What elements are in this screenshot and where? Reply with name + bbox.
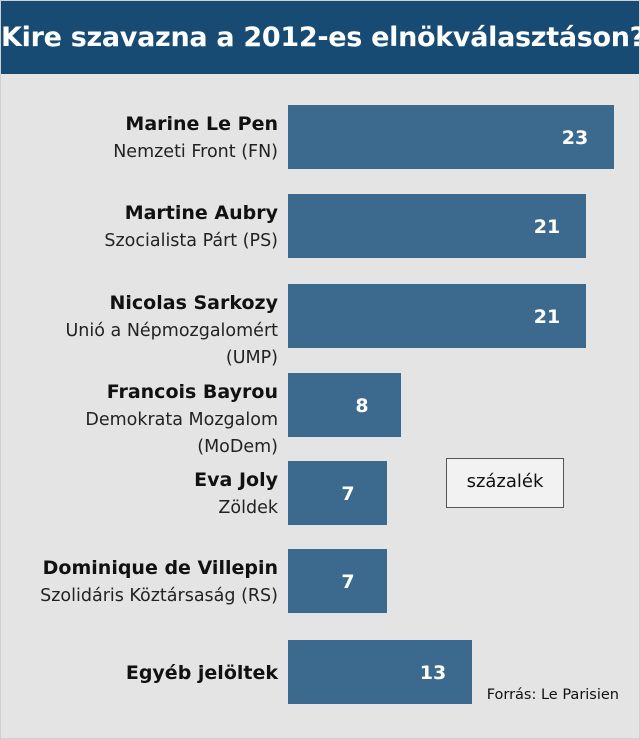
source-note: Forrás: Le Parisien xyxy=(486,687,619,703)
bar-0 xyxy=(288,105,614,169)
bar-value-label-2: 21 xyxy=(534,306,560,328)
candidate-name-1: Martine Aubry xyxy=(125,202,279,224)
candidate-name-2: Nicolas Sarkozy xyxy=(110,292,279,314)
bar-value-label-1: 21 xyxy=(534,216,560,238)
party-label-1-0: Szocialista Párt (PS) xyxy=(104,231,278,251)
candidate-name-4: Eva Joly xyxy=(194,469,278,491)
bar-1 xyxy=(288,194,586,258)
bar-value-label-0: 23 xyxy=(562,127,588,149)
candidate-name-0: Marine Le Pen xyxy=(125,113,278,135)
bar-value-label-4: 7 xyxy=(341,483,354,505)
party-label-4-0: Zöldek xyxy=(218,498,278,518)
party-label-2-0: Unió a Népmozgalomért xyxy=(66,321,279,341)
candidate-name-3: Francois Bayrou xyxy=(107,381,278,403)
candidate-name-6: Egyéb jelöltek xyxy=(126,662,279,684)
bar-2 xyxy=(288,284,586,348)
party-label-3-0: Demokrata Mozgalom xyxy=(85,410,278,430)
bar-value-label-5: 7 xyxy=(341,571,354,593)
unit-label-box: százalék xyxy=(446,458,564,508)
bar-value-label-3: 8 xyxy=(355,395,368,417)
bar-3 xyxy=(288,373,401,437)
bar-6 xyxy=(288,640,472,704)
party-label-5-0: Szolidáris Köztársaság (RS) xyxy=(40,586,278,606)
bar-5 xyxy=(288,549,387,613)
party-label-0-0: Nemzeti Front (FN) xyxy=(113,142,278,162)
party-label-2-1: (UMP) xyxy=(226,348,278,368)
candidate-name-5: Dominique de Villepin xyxy=(43,557,278,579)
bar-value-label-6: 13 xyxy=(420,662,446,684)
title-bar: Kire szavazna a 2012-es elnökválasztáson… xyxy=(1,1,640,74)
chart-title: Kire szavazna a 2012-es elnökválasztáson… xyxy=(1,22,640,53)
party-label-3-1: (MoDem) xyxy=(197,437,278,457)
bar-4 xyxy=(288,461,387,525)
